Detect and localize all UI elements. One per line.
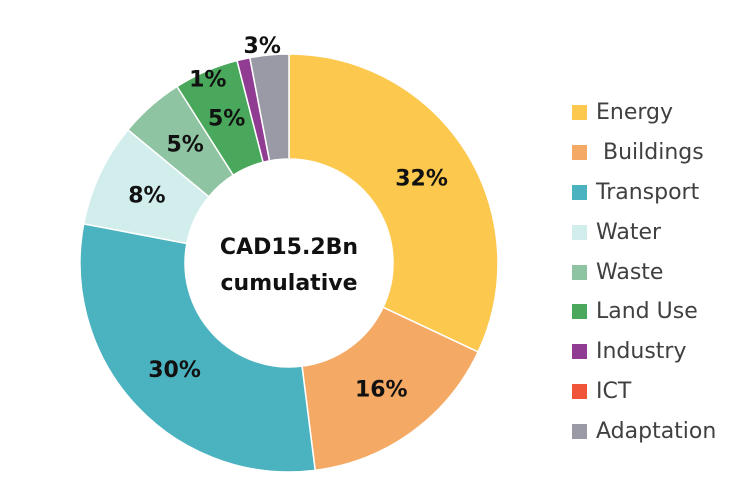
legend-label-buildings: Buildings	[596, 140, 704, 166]
legend-item-ict: ICT	[572, 372, 716, 412]
legend-item-waste: Waste	[572, 252, 716, 292]
legend-swatch-waste	[572, 264, 587, 280]
legend-swatch-adaptation	[572, 423, 587, 439]
legend-swatch-ict	[572, 383, 587, 399]
legend-item-water: Water	[572, 212, 716, 252]
legend-label-waste: Waste	[596, 259, 664, 285]
slice-energy	[288, 53, 499, 353]
legend-label-industry: Industry	[596, 339, 687, 365]
slice-label-transport: 30%	[148, 358, 201, 383]
legend-item-buildings: Buildings	[572, 133, 716, 173]
legend-label-ict: ICT	[596, 378, 632, 404]
legend-item-energy: Energy	[572, 93, 716, 133]
slice-label-waste: 5%	[166, 133, 203, 158]
legend-item-adaptation: Adaptation	[572, 411, 716, 451]
legend-label-land-use: Land Use	[596, 299, 698, 325]
chart-legend: Energy Buildings Transport Water Waste Land …	[572, 93, 716, 451]
slice-label-water: 8%	[128, 184, 165, 209]
center-label-line-2: cumulative	[221, 271, 358, 296]
slice-adaptation	[248, 53, 290, 162]
legend-label-water: Water	[596, 219, 662, 245]
legend-swatch-land-use	[572, 304, 587, 320]
legend-item-land-use: Land Use	[572, 292, 716, 332]
slice-label-energy: 32%	[395, 166, 448, 191]
legend-label-transport: Transport	[596, 179, 700, 205]
donut-slice-labels: 32% 16% 30% 8% 5%5% 1% 3%	[128, 34, 448, 402]
legend-swatch-buildings	[572, 145, 587, 161]
slice-label-buildings: 16%	[355, 378, 408, 403]
slice-buildings	[301, 306, 480, 472]
legend-swatch-energy	[572, 105, 587, 121]
legend-label-adaptation: Adaptation	[596, 418, 717, 444]
legend-swatch-industry	[572, 344, 587, 360]
slice-label-land-use: 5%	[208, 106, 245, 131]
donut-slices	[79, 53, 499, 473]
legend-label-energy: Energy	[596, 100, 674, 126]
slice-label-industry: 1%	[189, 67, 226, 92]
legend-swatch-water	[572, 224, 587, 240]
legend-item-transport: Transport	[572, 173, 716, 213]
legend-swatch-transport	[572, 184, 587, 200]
slice-label-adaptation: 3%	[244, 34, 281, 59]
legend-item-industry: Industry	[572, 332, 716, 372]
slice-transport	[79, 222, 317, 473]
center-label-line-1: CAD15.2Bn	[220, 235, 358, 260]
